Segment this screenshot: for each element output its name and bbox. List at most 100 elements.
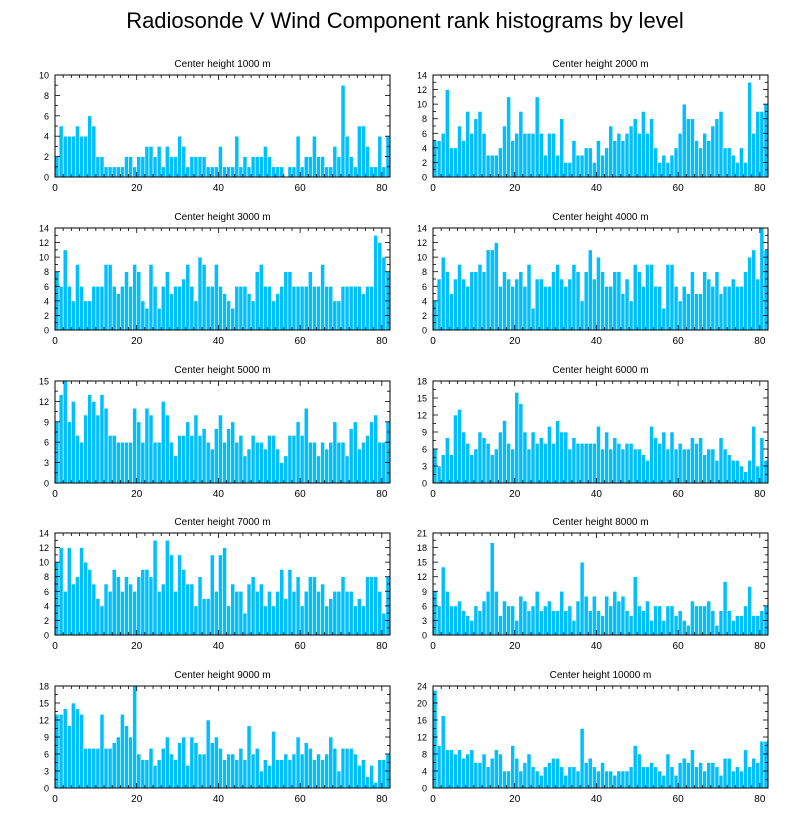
histogram-bar xyxy=(352,605,358,636)
histogram-bar xyxy=(352,166,358,178)
x-tick-label: 80 xyxy=(754,641,766,652)
x-tick-label: 80 xyxy=(376,794,388,805)
histogram-bar xyxy=(357,125,362,178)
histogram-bar xyxy=(165,736,170,789)
y-tick-label: 0 xyxy=(44,326,49,336)
histogram-bar xyxy=(214,590,219,636)
y-tick-label: 8 xyxy=(44,572,49,582)
histogram-bar xyxy=(473,118,479,178)
histogram-bar xyxy=(173,759,178,789)
histogram-bar xyxy=(156,441,162,484)
histogram-bar xyxy=(735,615,740,636)
histogram-bar xyxy=(747,766,752,789)
histogram-bar xyxy=(62,590,68,636)
histogram-bar xyxy=(514,132,520,178)
histogram-bar xyxy=(542,154,548,178)
histogram-bar xyxy=(275,759,280,789)
histogram-bar xyxy=(242,759,248,789)
histogram-bar xyxy=(518,271,524,331)
histogram-bar xyxy=(604,770,609,789)
histogram-bar xyxy=(254,590,260,636)
histogram-bar xyxy=(645,766,650,789)
histogram-bar xyxy=(440,132,446,178)
histogram-bar xyxy=(307,748,313,789)
histogram-bar xyxy=(481,271,487,331)
histogram-bar xyxy=(620,770,626,789)
histogram-bar xyxy=(751,249,757,331)
panel-title: Center height 8000 m xyxy=(552,517,648,528)
histogram-bar xyxy=(498,431,503,484)
histogram-bar xyxy=(436,465,442,484)
histogram-bar xyxy=(120,285,125,331)
histogram-bar xyxy=(583,147,589,178)
histogram-bar xyxy=(620,595,626,636)
histogram-bar xyxy=(493,448,499,484)
histogram-bar xyxy=(755,762,761,789)
histogram-bar xyxy=(242,612,248,636)
y-tick-label: 16 xyxy=(417,716,427,726)
y-tick-label: 12 xyxy=(417,572,427,582)
histogram-bar xyxy=(185,264,191,331)
x-tick-label: 20 xyxy=(509,794,521,805)
histogram-bar xyxy=(111,742,117,789)
histogram-bar xyxy=(714,118,720,178)
histogram-bar xyxy=(718,293,724,331)
histogram-bar xyxy=(743,271,748,331)
histogram-bar xyxy=(453,605,458,636)
histogram-bar xyxy=(673,448,679,484)
histogram-bar xyxy=(152,539,158,636)
histogram-bar xyxy=(246,583,252,636)
y-tick-label: 14 xyxy=(39,529,49,539)
histogram-bar xyxy=(189,583,195,636)
histogram-bar xyxy=(320,441,325,484)
histogram-bar xyxy=(673,774,679,789)
histogram-bar xyxy=(440,454,446,484)
y-tick-label: 4 xyxy=(422,143,427,153)
histogram-bar xyxy=(665,264,671,331)
histogram-bar xyxy=(677,762,683,789)
histogram-bar xyxy=(316,590,321,636)
histogram-bar xyxy=(530,766,536,789)
histogram-bar xyxy=(649,620,654,636)
histogram-bar xyxy=(381,256,387,331)
histogram-bar xyxy=(271,166,276,178)
histogram-bar xyxy=(332,421,338,484)
histogram-bar xyxy=(681,448,687,484)
histogram-bar xyxy=(514,620,520,636)
histogram-bar xyxy=(698,293,703,331)
y-tick-label: 8 xyxy=(422,750,427,760)
histogram-bar xyxy=(526,264,532,331)
histogram-bar xyxy=(518,111,524,178)
histogram-bar xyxy=(185,166,191,178)
histogram-bar xyxy=(502,600,507,636)
histogram-bar xyxy=(303,285,309,331)
histogram-bar xyxy=(132,590,138,636)
histogram-bar xyxy=(587,249,593,331)
histogram-bar xyxy=(571,140,577,178)
histogram-bar xyxy=(600,762,605,789)
histogram-bar xyxy=(197,156,203,178)
histogram-bar xyxy=(128,285,133,331)
x-tick-label: 60 xyxy=(295,794,307,805)
histogram-bar xyxy=(657,605,663,636)
histogram-bar xyxy=(75,576,80,636)
histogram-bar xyxy=(579,443,585,484)
x-tick-label: 20 xyxy=(509,183,521,194)
histogram-bar xyxy=(551,443,556,484)
histogram-bar xyxy=(226,428,231,484)
histogram-bar xyxy=(726,147,732,178)
histogram-bar xyxy=(555,610,560,636)
histogram-bar xyxy=(592,443,597,484)
y-tick-label: 2 xyxy=(44,616,49,626)
y-tick-label: 6 xyxy=(44,111,49,121)
histogram-bar xyxy=(291,753,297,789)
histogram-bar xyxy=(99,394,105,484)
histogram-bar xyxy=(283,455,289,484)
histogram-bar xyxy=(759,437,765,484)
histogram-bar xyxy=(258,156,264,178)
histogram-bar xyxy=(628,300,634,331)
histogram-bar xyxy=(140,156,146,178)
histogram-bar xyxy=(250,576,256,636)
y-tick-label: 6 xyxy=(44,282,49,292)
histogram-bar xyxy=(303,590,309,636)
